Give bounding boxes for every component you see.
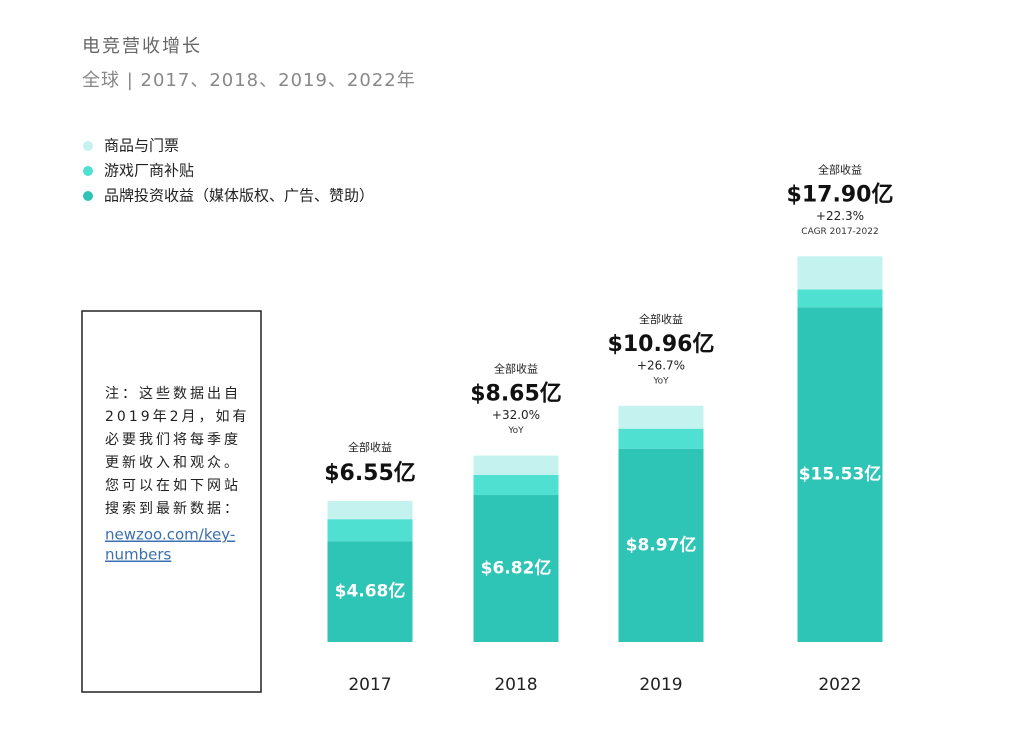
note-text: 注：这些数据出自 — [105, 385, 241, 402]
legend-swatch — [83, 141, 93, 151]
growth-label: +26.7% — [637, 358, 685, 372]
bar-segment — [797, 289, 883, 308]
note-text: 更新收入和观众。 — [105, 455, 241, 471]
growth-note: YoY — [507, 426, 524, 436]
growth-note: CAGR 2017-2022 — [801, 227, 878, 237]
bar-value-label: $15.53亿 — [799, 464, 882, 485]
bar-value-label: $4.68亿 — [335, 581, 406, 602]
bar-segment — [327, 541, 413, 642]
x-tick-label: 2019 — [639, 675, 682, 695]
growth-label: +22.3% — [816, 209, 864, 223]
note-link[interactable]: newzoo.com/key- — [105, 526, 235, 544]
total-caption: 全部收益 — [494, 362, 538, 376]
chart-subtitle: 全球 | 2017、2018、2019、2022年 — [82, 70, 416, 91]
note-box — [81, 310, 262, 693]
x-tick-label: 2022 — [818, 675, 861, 695]
bar-segment — [327, 500, 413, 520]
legend-label: 品牌投资收益（媒体版权、广告、赞助） — [104, 187, 374, 205]
legend-label: 游戏厂商补贴 — [104, 162, 194, 180]
total-caption: 全部收益 — [818, 162, 862, 176]
note-link[interactable]: numbers — [105, 546, 172, 564]
bar-segment — [473, 495, 559, 642]
x-tick-label: 2017 — [348, 675, 391, 695]
total-label: $6.55亿 — [324, 461, 416, 486]
bar-segment — [797, 256, 883, 290]
bar-segment — [618, 405, 704, 429]
growth-note: YoY — [652, 376, 669, 386]
bar-segment — [618, 428, 704, 449]
bar-segment — [473, 455, 559, 475]
legend-swatch — [83, 191, 93, 201]
legend-swatch — [83, 166, 93, 176]
chart-title: 电竞营收增长 — [82, 36, 202, 57]
bar-segment — [797, 307, 883, 642]
note-text: 必要我们将每季度 — [105, 432, 241, 448]
bar-segment — [327, 519, 413, 542]
total-label: $17.90亿 — [787, 182, 894, 207]
legend-label: 商品与门票 — [104, 137, 179, 155]
x-tick-label: 2018 — [494, 675, 537, 695]
bar-value-label: $6.82亿 — [481, 558, 552, 579]
growth-label: +32.0% — [492, 408, 540, 422]
bar-segment — [618, 448, 704, 642]
note-text: 2019年2月，如有 — [105, 409, 250, 425]
bar-segment — [473, 474, 559, 496]
note-text: 搜索到最新数据： — [105, 500, 241, 517]
total-caption: 全部收益 — [639, 312, 683, 326]
total-label: $8.65亿 — [470, 382, 562, 407]
total-label: $10.96亿 — [608, 332, 715, 357]
total-caption: 全部收益 — [348, 440, 392, 454]
bar-value-label: $8.97亿 — [626, 534, 697, 555]
note-text: 您可以在如下网站 — [105, 477, 241, 494]
